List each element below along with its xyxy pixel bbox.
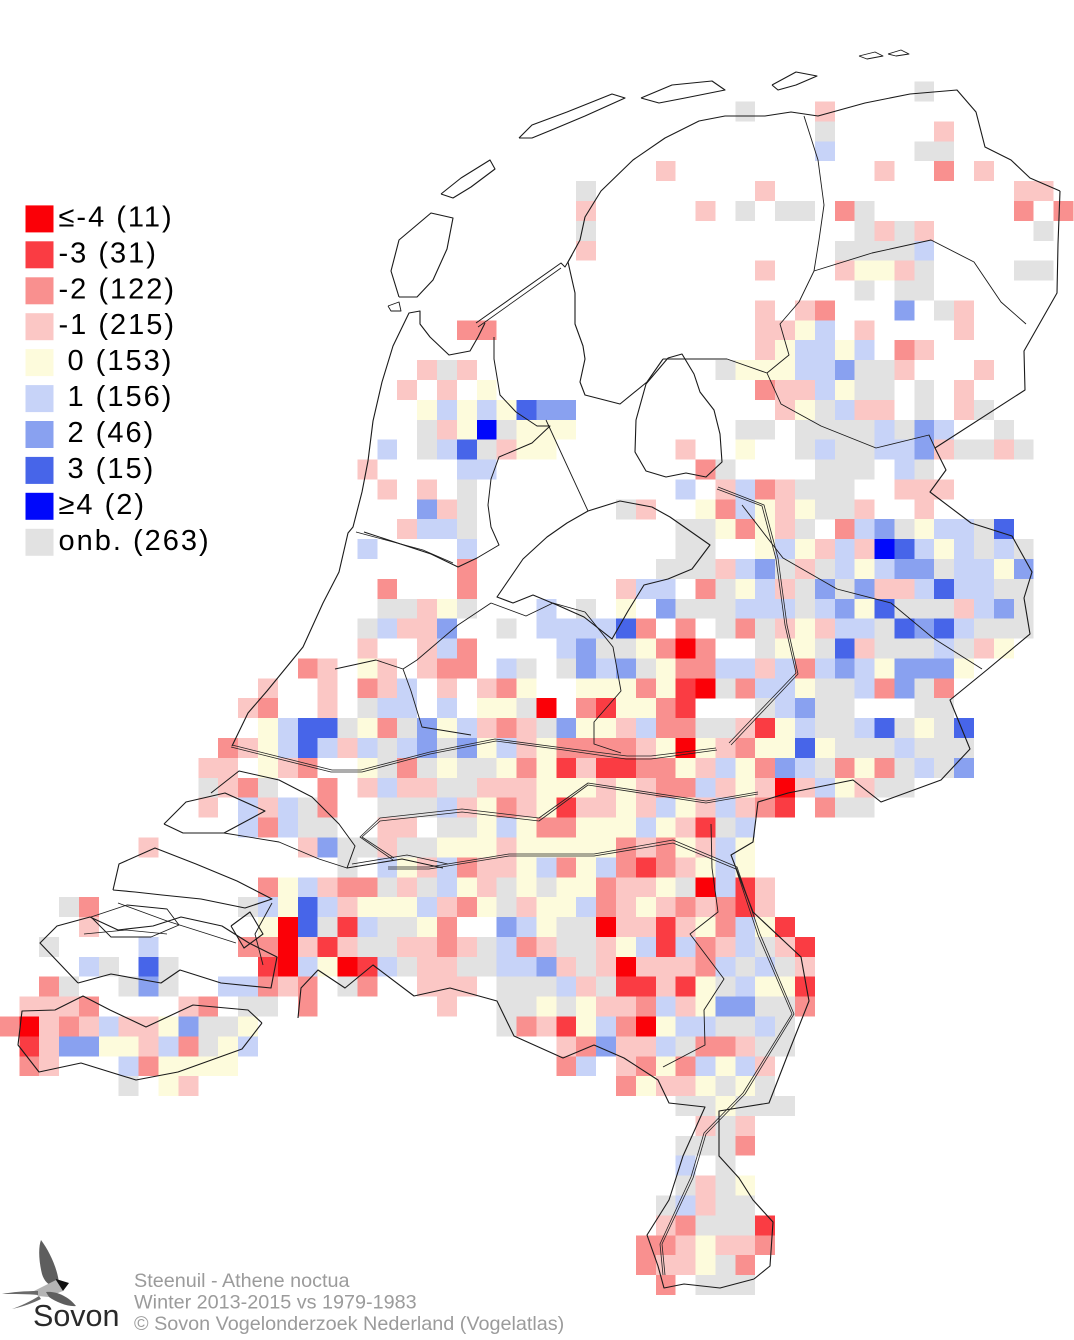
svg-text:© Sovon Vogelonderzoek Nederla: © Sovon Vogelonderzoek Nederland (Vogela… (134, 1313, 564, 1335)
svg-text:-3 (31): -3 (31) (59, 237, 158, 269)
svg-text:3 (15): 3 (15) (68, 453, 156, 485)
svg-text:≤-4 (11): ≤-4 (11) (59, 201, 174, 233)
svg-text:Sovon: Sovon (33, 1299, 119, 1333)
svg-text:≥4 (2): ≥4 (2) (59, 489, 147, 521)
svg-text:2 (46): 2 (46) (68, 417, 156, 449)
svg-text:-2 (122): -2 (122) (59, 273, 177, 305)
svg-text:0 (153): 0 (153) (68, 345, 174, 377)
svg-text:1 (156): 1 (156) (68, 381, 174, 413)
svg-text:Winter 2013-2015 vs 1979-1983: Winter 2013-2015 vs 1979-1983 (134, 1292, 417, 1314)
svg-text:onb. (263): onb. (263) (59, 525, 211, 557)
svg-text:-1 (215): -1 (215) (59, 309, 177, 341)
svg-text:Steenuil - Athene noctua: Steenuil - Athene noctua (134, 1270, 350, 1292)
